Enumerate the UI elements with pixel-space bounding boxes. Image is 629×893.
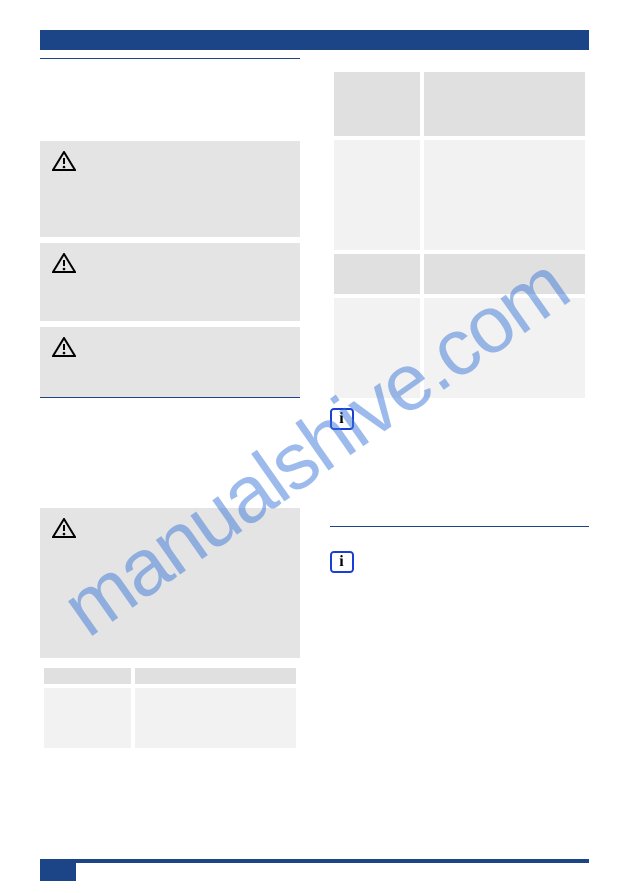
warning-box [40,327,300,397]
warning-triangle-icon [52,253,76,273]
info-icon: i [330,408,354,430]
table-cell [424,140,585,250]
table-header-row [44,668,296,684]
page-number-box [40,863,76,881]
warning-box [40,243,300,321]
table-cell [135,688,296,748]
footer-brand-bar [40,859,589,863]
warning-triangle-icon [52,337,76,357]
warning-triangle-icon [52,518,76,538]
table-header-cell [424,254,585,294]
warning-triangle-icon [52,151,76,171]
text-block-placeholder [40,59,300,141]
small-data-table [40,664,300,752]
table-cell [334,298,421,398]
warning-box [40,508,300,658]
header-brand-bar [40,30,589,50]
table-header-cell [424,72,585,136]
table-header-cell [135,668,296,684]
text-block-placeholder [330,430,590,526]
table-header-cell [44,668,131,684]
table-header-row [334,254,586,294]
right-column: i i [330,58,590,752]
table-header-row [334,72,586,136]
table-header-cell [334,72,421,136]
table-header-cell [334,254,421,294]
table-cell [334,140,421,250]
info-icon: i [330,551,354,573]
table-cell [424,298,585,398]
table-row [44,688,296,748]
big-data-table [330,68,590,402]
warning-box [40,141,300,237]
manual-page: i i manualshive.com [0,0,629,893]
two-column-layout: i i [40,58,589,752]
table-row [334,298,586,398]
text-block-placeholder [40,398,300,508]
left-column [40,58,300,752]
table-cell [44,688,131,748]
table-row [334,140,586,250]
